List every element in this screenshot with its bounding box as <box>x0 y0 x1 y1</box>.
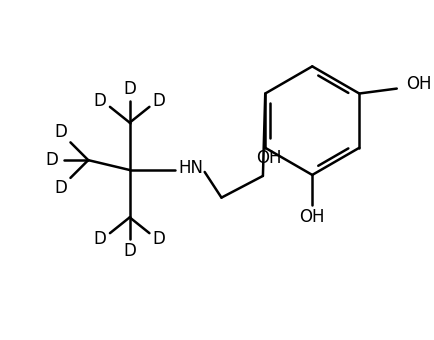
Text: HN: HN <box>178 159 204 177</box>
Text: D: D <box>45 151 58 169</box>
Text: OH: OH <box>406 75 431 92</box>
Text: D: D <box>54 123 67 141</box>
Text: D: D <box>94 92 106 110</box>
Text: D: D <box>54 179 67 197</box>
Text: OH: OH <box>256 149 282 167</box>
Text: OH: OH <box>299 208 325 226</box>
Text: D: D <box>123 80 136 98</box>
Text: D: D <box>153 230 166 248</box>
Text: D: D <box>94 230 106 248</box>
Text: D: D <box>153 92 166 110</box>
Text: D: D <box>123 242 136 260</box>
